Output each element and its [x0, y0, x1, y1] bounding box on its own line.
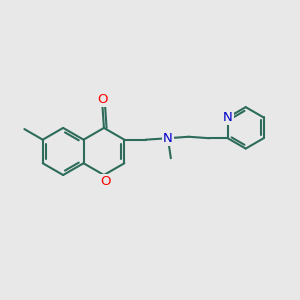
Text: N: N — [223, 111, 232, 124]
Text: N: N — [163, 132, 173, 145]
Text: O: O — [100, 175, 111, 188]
Text: O: O — [97, 93, 108, 106]
